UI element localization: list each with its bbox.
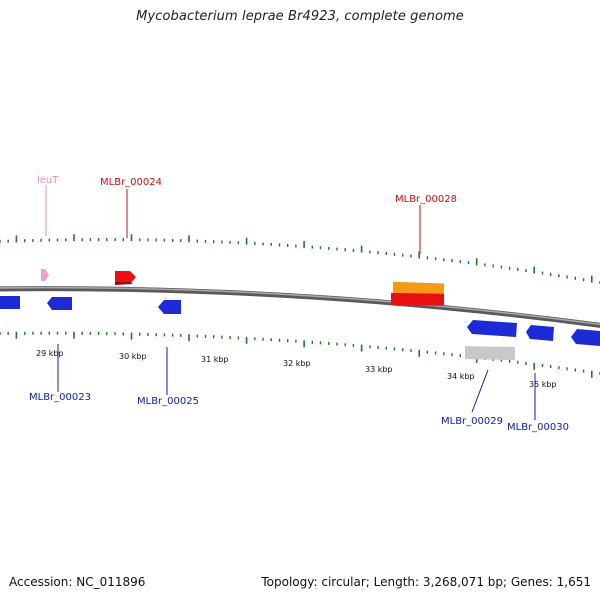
tick-label-35kbp: 35 kbp bbox=[529, 380, 557, 389]
outer-tick-track bbox=[0, 234, 600, 284]
genome-summary-text: Topology: circular; Length: 3,268,071 bp… bbox=[261, 575, 591, 589]
MLBr_00024-gene[interactable] bbox=[115, 271, 136, 284]
reverse-gene-left-edge[interactable] bbox=[0, 296, 20, 309]
tick-label-31kbp: 31 kbp bbox=[201, 355, 229, 364]
genome-backbone bbox=[0, 286, 600, 328]
reverse-gene-right-edge[interactable] bbox=[571, 329, 600, 346]
MLBr_00028-gene[interactable] bbox=[391, 292, 444, 306]
label-connectors bbox=[45, 185, 536, 420]
label-MLBr_00029[interactable]: MLBr_00029 bbox=[441, 416, 503, 427]
map-title: Mycobacterium leprae Br4923, complete ge… bbox=[136, 9, 464, 24]
tick-label-34kbp: 34 kbp bbox=[447, 372, 475, 381]
inner-tick-track bbox=[0, 331, 600, 378]
MLBr_00025-gene[interactable] bbox=[158, 300, 181, 314]
label-MLBr_00024[interactable]: MLBr_00024 bbox=[100, 177, 162, 188]
label-leuT[interactable]: leuT bbox=[37, 175, 59, 186]
tick-label-32kbp: 32 kbp bbox=[283, 359, 311, 368]
label-MLBr_00030[interactable]: MLBr_00030 bbox=[507, 422, 569, 433]
genome-backbone-highlight bbox=[0, 286, 600, 326]
MLBr_00023-gene[interactable] bbox=[47, 297, 72, 310]
MLBr_00028-orange-feature[interactable] bbox=[393, 281, 444, 297]
MLBr_00029-gray-feature[interactable] bbox=[465, 346, 515, 360]
label-MLBr_00023[interactable]: MLBr_00023 bbox=[29, 392, 91, 403]
label-MLBr_00025[interactable]: MLBr_00025 bbox=[137, 396, 199, 407]
tick-label-29kbp: 29 kbp bbox=[36, 349, 64, 358]
MLBr_00029-gene[interactable] bbox=[467, 320, 517, 337]
MLBr_00024-gene-shade bbox=[115, 282, 133, 285]
leuT-trna-feature[interactable] bbox=[41, 269, 49, 281]
tick-label-30kbp: 30 kbp bbox=[119, 352, 147, 361]
accession-text: Accession: NC_011896 bbox=[9, 575, 146, 589]
MLBr_00030-gene[interactable] bbox=[526, 325, 554, 341]
tick-label-33kbp: 33 kbp bbox=[365, 365, 393, 374]
label-MLBr_00028[interactable]: MLBr_00028 bbox=[395, 194, 457, 205]
